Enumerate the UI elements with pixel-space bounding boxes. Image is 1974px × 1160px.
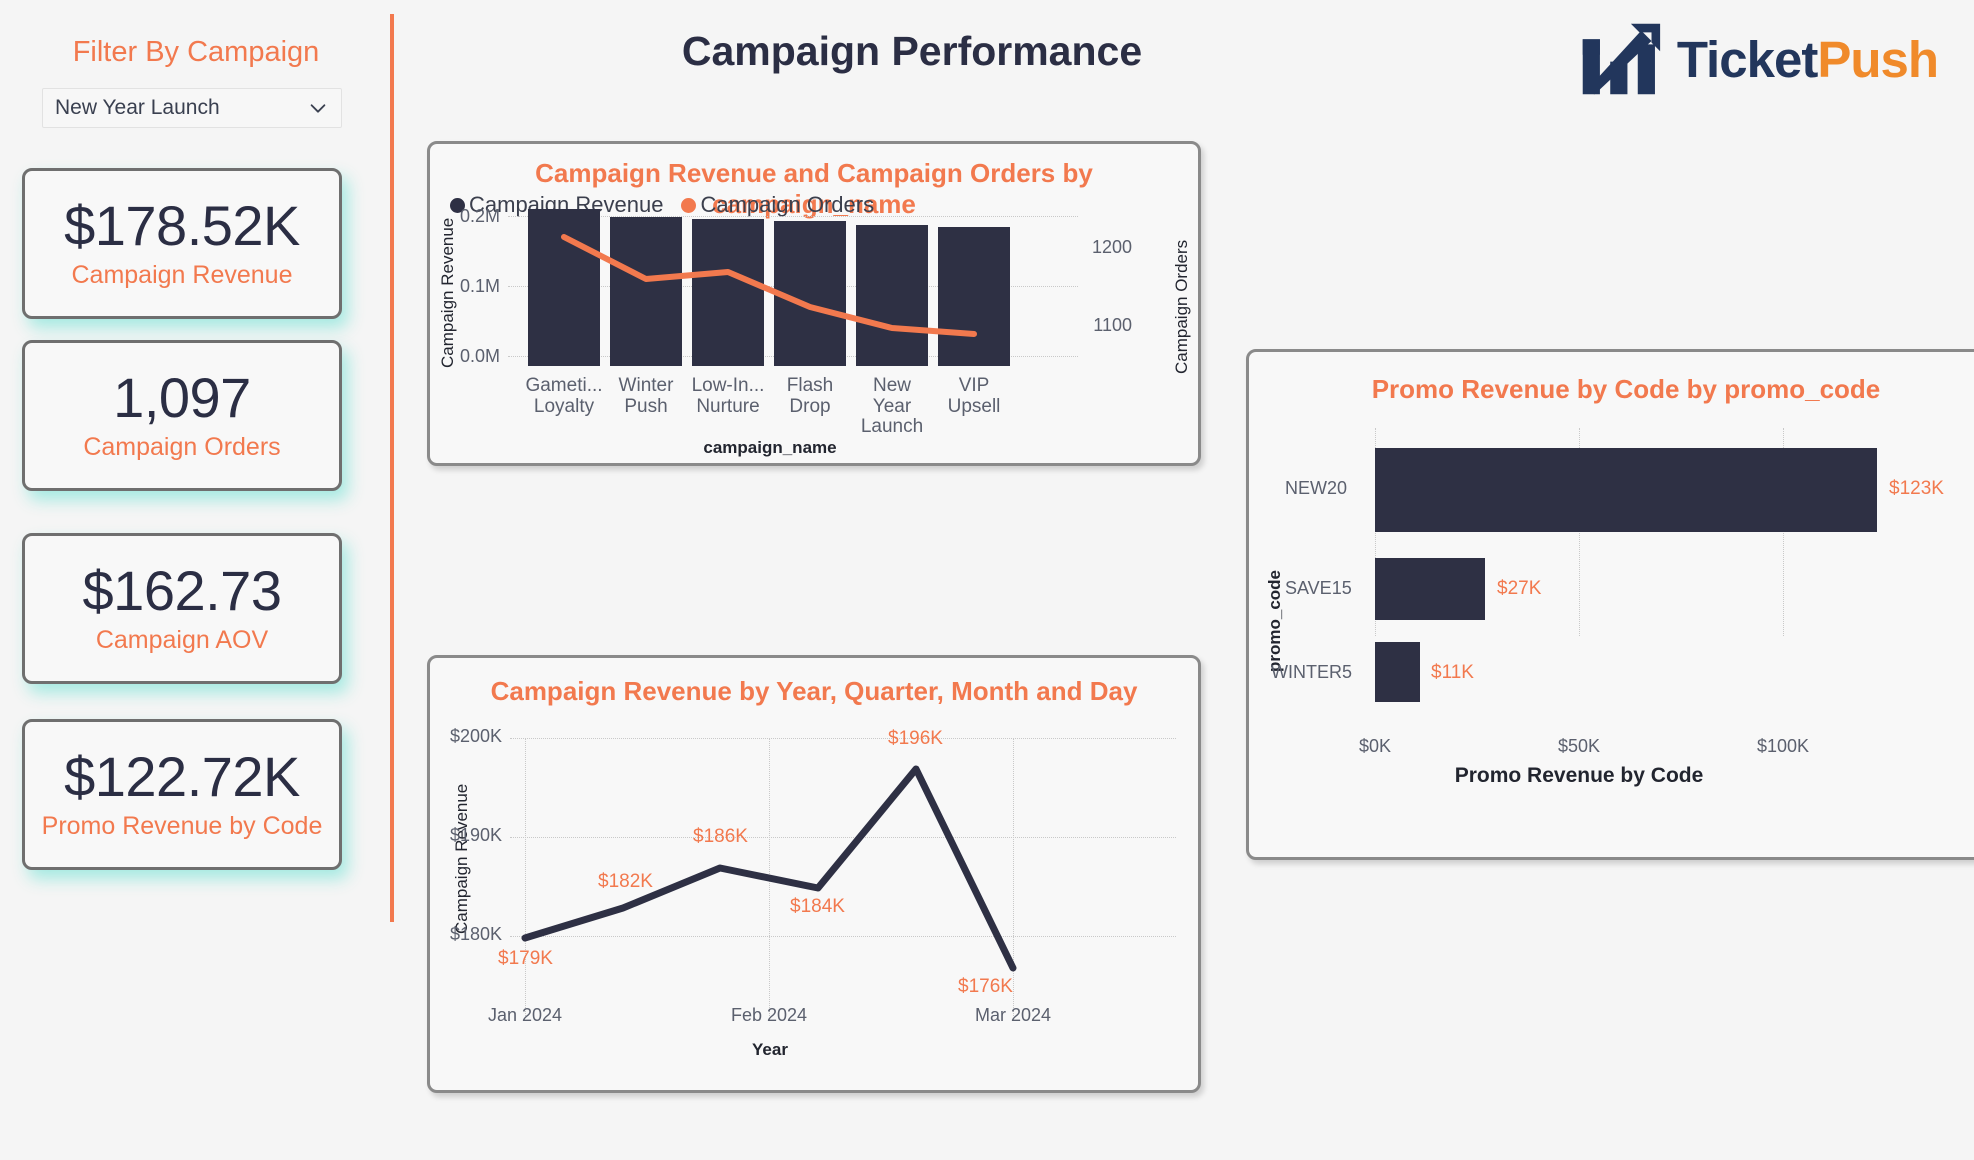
legend-label: Campaign Orders — [700, 192, 875, 217]
gridline — [1375, 428, 1376, 636]
bar[interactable] — [692, 219, 764, 366]
y-tick: 0.2M — [460, 206, 501, 226]
x-tick: Jan 2024 — [487, 1005, 563, 1025]
bar[interactable] — [938, 227, 1010, 366]
bar[interactable] — [1375, 448, 1877, 532]
bar[interactable] — [1375, 558, 1485, 620]
x-tick: $100K — [1756, 736, 1810, 756]
x-axis-title: campaign_name — [703, 438, 837, 457]
sidebar: Filter By Campaign New Year Launch $178.… — [0, 0, 392, 1160]
kpi-label: Promo Revenue by Code — [41, 811, 323, 840]
x-tick-label: Low-In... Nurture — [691, 375, 765, 417]
bar[interactable] — [856, 225, 928, 366]
kpi-card-promo-revenue[interactable]: $122.72K Promo Revenue by Code — [22, 719, 342, 870]
x-tick-label: VIP Upsell — [947, 375, 1001, 417]
y2-tick: 1200 — [1091, 237, 1132, 257]
chevron-down-icon — [307, 97, 329, 119]
orders-line-series — [561, 234, 977, 337]
bar-chart-arrow-icon — [1581, 22, 1667, 96]
chart-legend: Campaign Revenue Campaign Orders — [450, 192, 886, 218]
gridline — [510, 738, 1176, 739]
legend-swatch-icon — [450, 197, 465, 213]
kpi-value: 1,097 — [113, 366, 251, 430]
y-tick: $200K — [450, 726, 503, 746]
page-title: Campaign Performance — [681, 28, 1143, 74]
bar[interactable] — [1375, 642, 1420, 702]
chart-panel-promo-revenue[interactable]: Promo Revenue by Code by promo_code prom… — [1246, 349, 1974, 860]
gridline — [1783, 428, 1784, 636]
y-category-label: SAVE15 — [1285, 578, 1352, 598]
y-tick: 0.1M — [460, 276, 501, 296]
x-tick-label: Flash Drop — [786, 375, 834, 417]
bar[interactable] — [610, 217, 682, 366]
data-label: $182K — [598, 871, 653, 892]
chart-title: Campaign Revenue and Campaign Orders by … — [535, 158, 1093, 219]
gridline — [510, 936, 1176, 937]
campaign-filter-value: New Year Launch — [55, 96, 220, 119]
x-axis-title: Promo Revenue by Code — [1454, 764, 1704, 787]
logo-text-accent: Push — [1817, 30, 1939, 88]
kpi-card-campaign-revenue[interactable]: $178.52K Campaign Revenue — [22, 168, 342, 319]
sidebar-divider — [390, 14, 394, 922]
x-tick-label: Gameti... Loyalty — [525, 375, 603, 417]
x-tick: $50K — [1557, 736, 1601, 756]
data-label: $176K — [958, 976, 1013, 997]
y2-tick: 1100 — [1093, 315, 1132, 335]
campaign-filter-select[interactable]: New Year Launch — [42, 88, 342, 128]
kpi-label: Campaign Revenue — [71, 260, 293, 289]
gridline — [1579, 428, 1580, 636]
x-tick: Mar 2024 — [974, 1005, 1052, 1025]
data-label: $27K — [1497, 578, 1542, 599]
data-label: $184K — [790, 896, 845, 917]
x-tick: Feb 2024 — [730, 1005, 808, 1025]
x-tick-label: Winter Push — [618, 375, 674, 417]
kpi-value: $162.73 — [82, 559, 282, 623]
gridline — [1013, 738, 1014, 1016]
gridline — [508, 216, 1078, 217]
gridline — [525, 738, 526, 1016]
kpi-card-campaign-aov[interactable]: $162.73 Campaign AOV — [22, 533, 342, 684]
data-label: $123K — [1889, 478, 1944, 499]
revenue-line-series — [521, 765, 1017, 972]
kpi-value: $178.52K — [64, 194, 300, 258]
chart-title: Campaign Revenue by Year, Quarter, Month… — [490, 676, 1138, 706]
kpi-label: Campaign Orders — [83, 432, 281, 461]
kpi-value: $122.72K — [64, 745, 300, 809]
legend-entry-orders[interactable]: Campaign Orders — [681, 192, 874, 218]
y-tick: 0.0M — [460, 346, 501, 366]
kpi-card-campaign-orders[interactable]: 1,097 Campaign Orders — [22, 340, 342, 491]
chart-panel-revenue-over-time[interactable]: Campaign Revenue by Year, Quarter, Month… — [427, 655, 1201, 1093]
x-axis-title: Year — [752, 1040, 788, 1059]
legend-swatch-icon — [681, 197, 697, 213]
chart-title: Promo Revenue by Code by promo_code — [1371, 374, 1881, 404]
data-label: $179K — [498, 948, 553, 969]
gridline — [510, 837, 1176, 838]
y-axis-title: promo_code — [1265, 569, 1284, 672]
data-label: $11K — [1431, 662, 1474, 683]
app-logo: TicketPush — [1581, 18, 1939, 100]
data-label: $186K — [693, 826, 748, 847]
data-label: $196K — [888, 728, 943, 749]
logo-text: TicketPush — [1676, 30, 1939, 89]
y-tick: $180K — [450, 924, 503, 944]
filter-section-title: Filter By Campaign — [72, 36, 320, 68]
kpi-label: Campaign AOV — [95, 625, 269, 654]
y-tick: $190K — [450, 825, 503, 845]
logo-text-dark: Ticket — [1676, 30, 1818, 88]
x-tick: $0K — [1358, 736, 1392, 756]
chart-panel-campaign-combo[interactable]: Campaign Revenue and Campaign Orders by … — [427, 141, 1201, 466]
y-category-label: WINTER5 — [1271, 662, 1352, 682]
y-category-label: NEW20 — [1285, 478, 1348, 498]
x-tick-label: New Year Launch — [860, 375, 924, 438]
